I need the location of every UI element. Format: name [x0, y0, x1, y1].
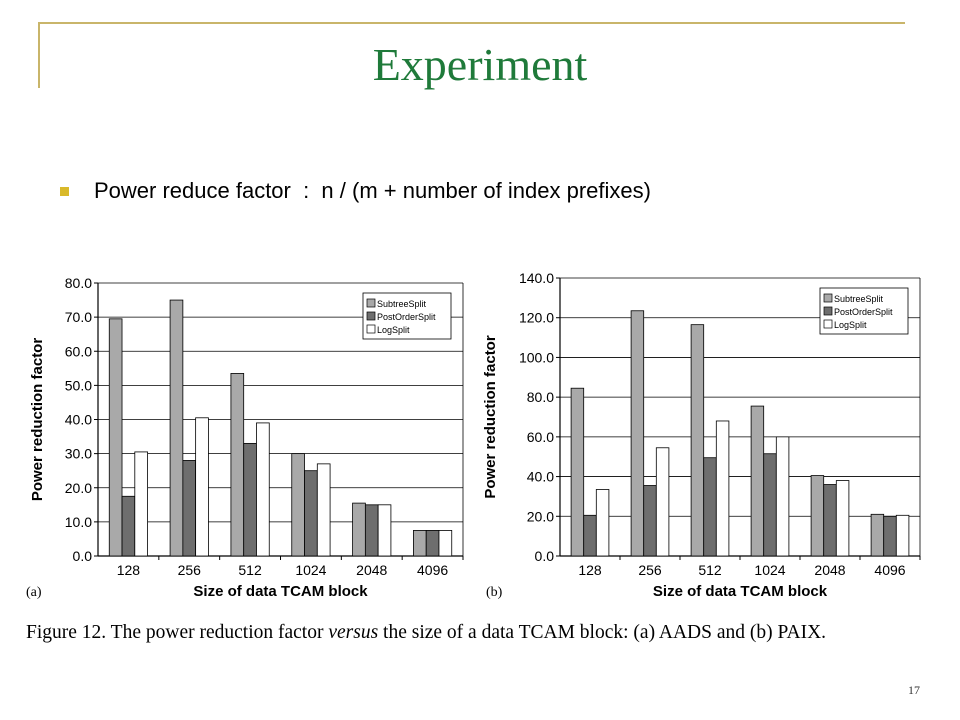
legend-swatch-postordersplit — [823, 306, 833, 316]
bar-postordersplit-4096 — [425, 530, 440, 557]
slide-title: Experiment — [372, 39, 588, 90]
bar-postordersplit-256 — [182, 460, 197, 557]
x-tick-label: 256 — [178, 562, 202, 578]
bar-postordersplit-2048 — [823, 484, 837, 557]
bullet-text: Power reduce factor : n / (m + number of… — [94, 178, 651, 203]
y-tick-label: 30.0 — [65, 446, 92, 462]
legend-label-postordersplit: PostOrderSplit — [377, 312, 436, 322]
bar-postordersplit-4096 — [883, 515, 897, 557]
x-tick-label: 2048 — [814, 562, 845, 578]
bar-logsplit-1024 — [775, 436, 790, 557]
bar-logsplit-256 — [655, 447, 670, 557]
legend-label-logsplit: LogSplit — [834, 320, 867, 330]
y-axis-label: Power reduction factor — [29, 338, 46, 502]
bar-subtreesplit-2048 — [352, 502, 366, 557]
panel-label: (b) — [486, 585, 503, 600]
y-tick-label: 10.0 — [65, 514, 92, 530]
bar-logsplit-512 — [256, 422, 270, 557]
y-tick-label: 100.0 — [519, 349, 554, 365]
bar-postordersplit-512 — [243, 442, 257, 557]
bar-logsplit-128 — [134, 451, 148, 557]
bar-postordersplit-1024 — [763, 453, 777, 557]
bar-postordersplit-128 — [121, 495, 136, 557]
caption-suffix: the size of a data TCAM block: (a) AADS … — [378, 622, 827, 643]
y-tick-label: 0.0 — [535, 548, 555, 564]
x-axis-label: Size of data TCAM block — [193, 583, 368, 600]
left-accent-line — [38, 22, 40, 88]
legend-box — [819, 287, 909, 335]
x-tick-label: 2048 — [356, 562, 387, 578]
x-tick-label: 128 — [578, 562, 602, 578]
x-tick-label: 512 — [238, 562, 262, 578]
x-tick-label: 1024 — [295, 562, 326, 578]
y-tick-label: 20.0 — [527, 508, 554, 524]
bar-logsplit-512 — [715, 420, 730, 557]
caption-prefix: Figure 12. The power reduction factor — [26, 622, 329, 643]
x-tick-label: 128 — [117, 562, 141, 578]
bar-subtreesplit-4096 — [413, 530, 427, 557]
bar-postordersplit-2048 — [364, 504, 379, 557]
y-tick-label: 60.0 — [527, 429, 554, 445]
bar-postordersplit-1024 — [304, 470, 318, 557]
y-tick-label: 50.0 — [65, 377, 92, 393]
x-tick-label: 512 — [698, 562, 722, 578]
bar-logsplit-4096 — [895, 514, 910, 557]
bar-subtreesplit-256 — [630, 310, 645, 557]
y-tick-label: 0.0 — [73, 548, 93, 564]
bar-logsplit-1024 — [316, 463, 331, 557]
bar-subtreesplit-2048 — [810, 475, 825, 557]
caption-versus: versus — [328, 622, 379, 643]
y-tick-label: 80.0 — [527, 389, 554, 405]
y-tick-label: 40.0 — [527, 469, 554, 485]
legend-box — [362, 292, 452, 340]
bar-subtreesplit-1024 — [750, 405, 765, 557]
chart-b: 0.0 20.0 40.0 60.0 80.0 100.0 120.0 140.0 128 256… — [482, 270, 921, 600]
bar-postordersplit-128 — [583, 514, 597, 557]
bar-postordersplit-512 — [703, 457, 717, 557]
bar-subtreesplit-512 — [230, 373, 245, 557]
y-tick-label: 70.0 — [65, 309, 92, 325]
x-tick-label: 256 — [638, 562, 662, 578]
x-axis-label: Size of data TCAM block — [653, 583, 828, 600]
bar-logsplit-2048 — [377, 504, 392, 557]
legend-swatch-logsplit — [823, 319, 833, 329]
page-number: 17 — [908, 683, 920, 697]
legend-swatch-subtreesplit — [366, 298, 376, 308]
y-tick-label: 80.0 — [65, 275, 92, 291]
figure-caption: Figure 12. The power reduction factor ve… — [26, 622, 826, 644]
legend-label-subtreesplit: SubtreeSplit — [377, 299, 427, 309]
top-accent-line — [40, 22, 905, 24]
legend-label-postordersplit: PostOrderSplit — [834, 307, 893, 317]
bar-subtreesplit-128 — [570, 387, 585, 557]
bullet-square-icon — [60, 187, 69, 196]
x-tick-label: 4096 — [417, 562, 448, 578]
x-tick-label: 4096 — [874, 562, 905, 578]
bar-logsplit-128 — [595, 489, 610, 557]
legend-swatch-postordersplit — [366, 311, 376, 321]
panel-label: (a) — [26, 585, 42, 600]
bar-subtreesplit-512 — [690, 324, 705, 557]
bar-subtreesplit-256 — [169, 299, 184, 557]
bar-subtreesplit-128 — [108, 318, 123, 557]
bar-logsplit-2048 — [835, 480, 850, 557]
y-tick-label: 60.0 — [65, 343, 92, 359]
legend-label-logsplit: LogSplit — [377, 325, 410, 335]
chart-a: 0.0 10.0 20.0 30.0 40.0 50.0 60.0 70.0 80.0 128 25… — [26, 275, 464, 600]
legend-label-subtreesplit: SubtreeSplit — [834, 294, 884, 304]
y-tick-label: 40.0 — [65, 412, 92, 428]
bar-logsplit-4096 — [438, 530, 453, 557]
bar-subtreesplit-4096 — [870, 513, 885, 557]
legend-swatch-logsplit — [366, 324, 376, 334]
y-tick-label: 20.0 — [65, 480, 92, 496]
legend-swatch-subtreesplit — [823, 293, 833, 303]
y-tick-label: 120.0 — [519, 310, 554, 326]
bar-subtreesplit-1024 — [291, 453, 305, 557]
x-tick-label: 1024 — [754, 562, 785, 578]
bar-postordersplit-256 — [643, 485, 657, 557]
bar-logsplit-256 — [195, 417, 209, 557]
y-tick-label: 140.0 — [519, 270, 554, 286]
y-axis-label: Power reduction factor — [482, 335, 499, 499]
